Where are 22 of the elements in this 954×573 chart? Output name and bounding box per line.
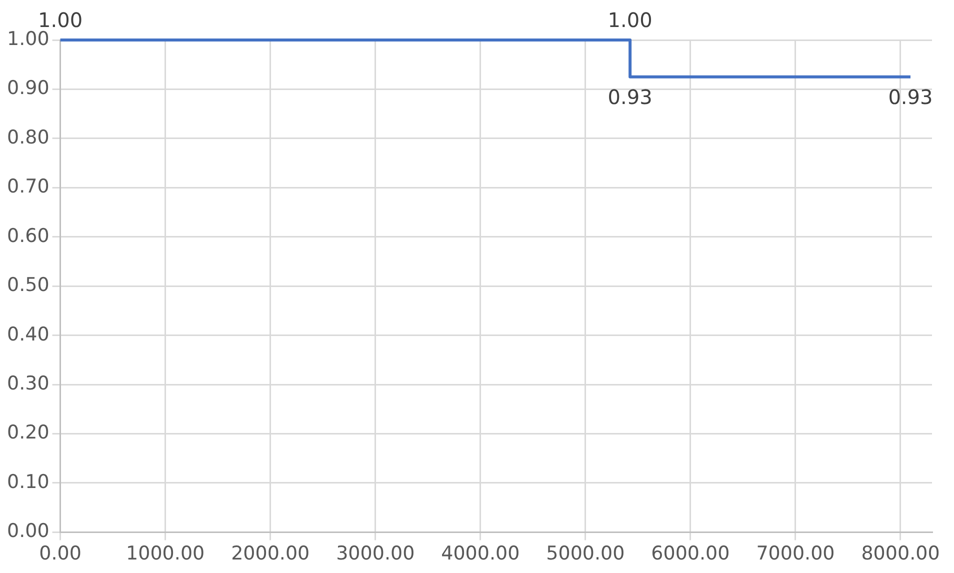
- y-tick-label: 0.00: [6, 520, 50, 542]
- x-tick-label: 0.00: [39, 542, 82, 565]
- data-label: 1.00: [608, 8, 652, 32]
- data-label: 0.93: [608, 85, 652, 110]
- y-tick-label: 0.50: [6, 274, 50, 296]
- y-tick-label: 0.30: [6, 372, 50, 394]
- y-tick-label: 0.90: [6, 77, 50, 100]
- x-tick-label: 8000.00: [861, 542, 940, 565]
- y-tick-label: 0.60: [6, 224, 50, 247]
- x-tick-label: 7000.00: [756, 542, 835, 565]
- x-tick-label: 1000.00: [126, 542, 205, 565]
- x-tick-label: 3000.00: [336, 542, 415, 565]
- x-tick-label: 6000.00: [651, 542, 730, 565]
- x-tick-label: 2000.00: [231, 542, 310, 565]
- y-tick-label: 0.70: [6, 176, 50, 198]
- y-tick-label: 0.10: [6, 470, 50, 493]
- y-tick-label: 0.20: [6, 422, 50, 444]
- x-tick-label: 4000.00: [441, 542, 520, 565]
- x-tick-label: 5000.00: [546, 542, 625, 565]
- y-tick-label: 0.80: [6, 126, 50, 148]
- y-tick-label: 0.40: [6, 323, 50, 346]
- data-label: 0.93: [888, 85, 933, 110]
